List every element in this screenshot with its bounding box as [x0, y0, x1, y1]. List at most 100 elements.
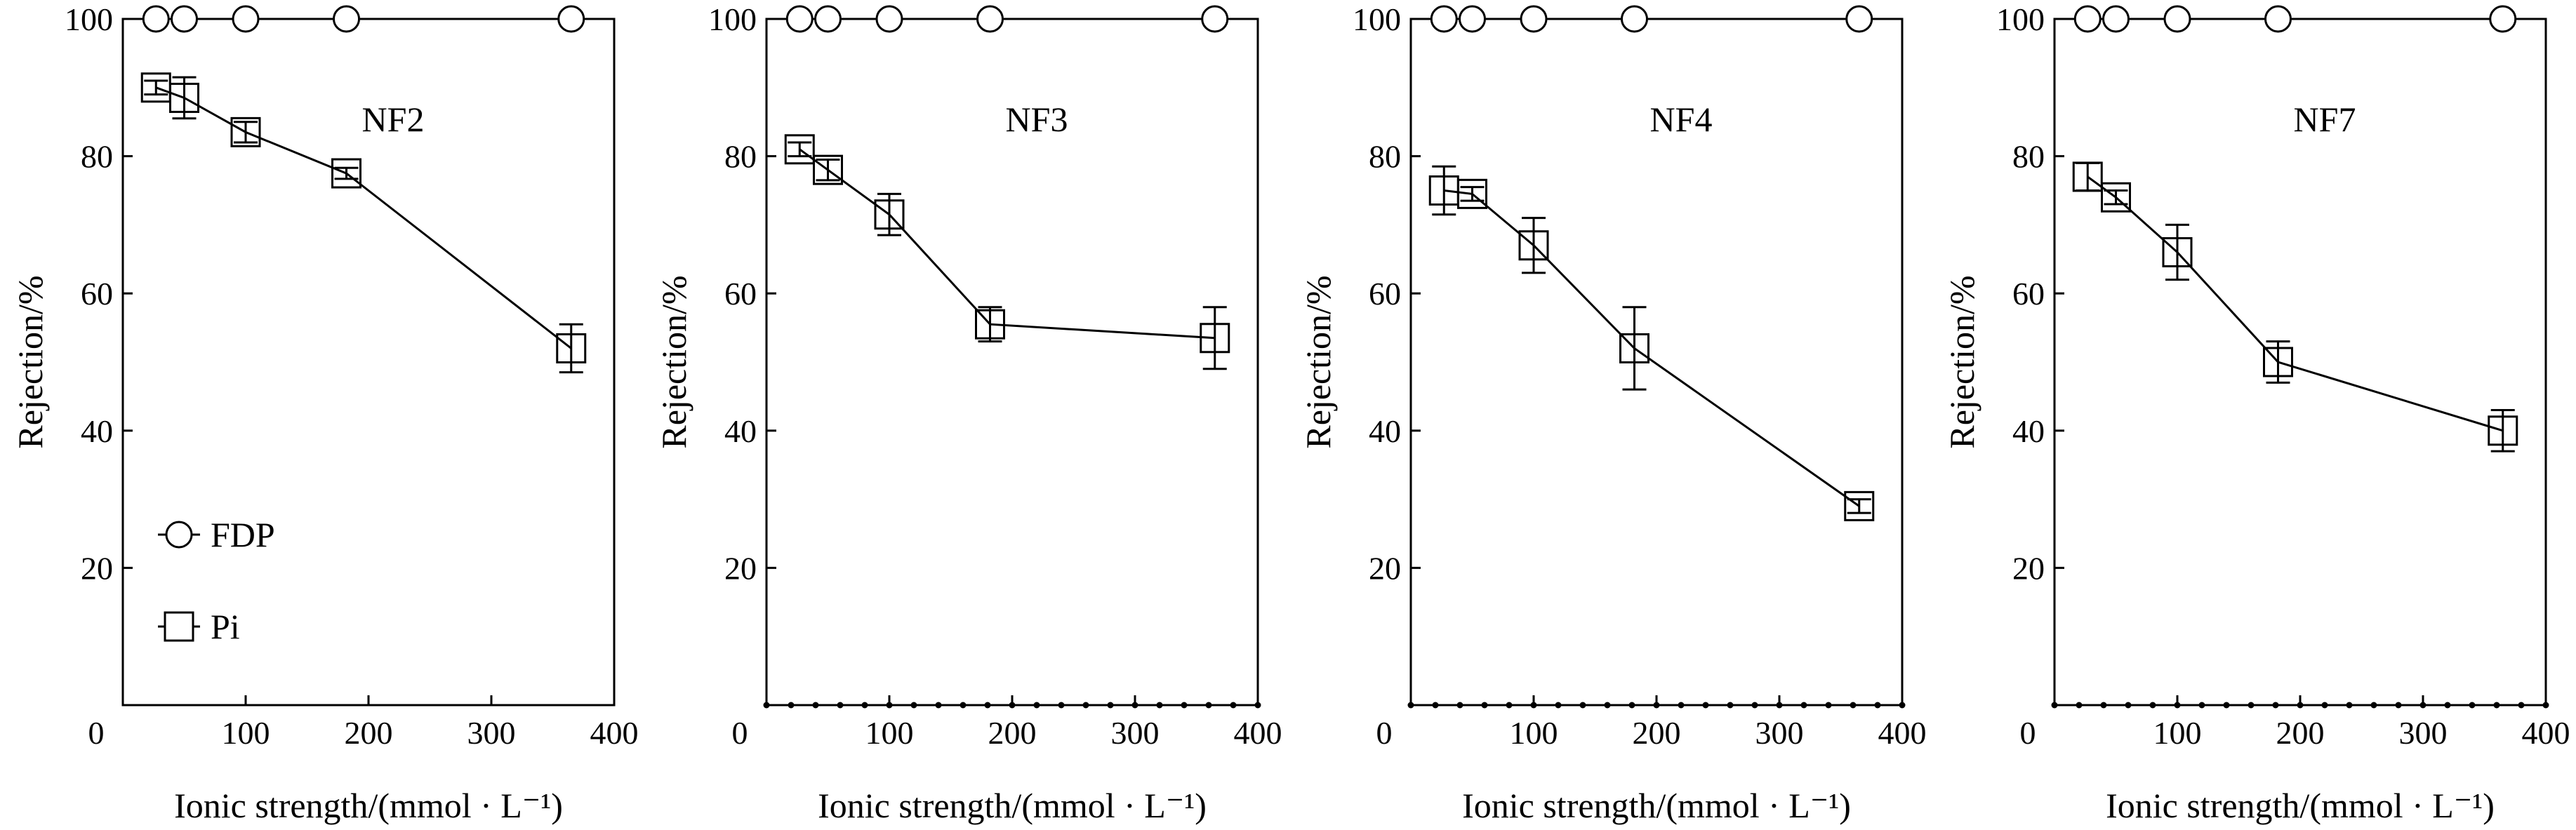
x-tick-label: 200: [1633, 715, 1681, 751]
chart-panel-nf4: 0 100 200 300 400 20 40 60 80 100 Ionic strength/(…: [1299, 1, 1927, 825]
data-point-pi: [1457, 178, 1487, 209]
baseline-dot: [1825, 702, 1832, 709]
x-tick-label: 200: [988, 715, 1037, 751]
y-tick-label: 60: [2012, 276, 2045, 312]
y-axis-title: Rejection/%: [11, 275, 50, 448]
baseline-dot: [812, 702, 819, 709]
panel-label: NF4: [1650, 100, 1713, 139]
baseline-dot: [2100, 702, 2107, 709]
y-tick-label: 100: [1996, 1, 2045, 37]
chart-panel-nf2: 0 100 200 300 400 20 40 60 80 100 Ionic strength/(…: [11, 1, 639, 825]
x-tick-label: 300: [467, 715, 516, 751]
baseline-dot: [1107, 702, 1114, 709]
x-tick-label: 400: [2522, 715, 2570, 751]
data-point-pi: [2263, 347, 2293, 377]
baseline-dot: [1653, 702, 1660, 709]
data-point-pi: [2072, 161, 2103, 192]
data-point-fdp: [333, 5, 360, 33]
baseline-dot: [2346, 702, 2353, 709]
data-point-pi: [1619, 333, 1649, 363]
y-tick-label: 40: [2012, 413, 2045, 449]
x-tick-label: 0: [1376, 715, 1393, 751]
y-tick-label: 100: [708, 1, 757, 37]
baseline-dot: [1579, 702, 1586, 709]
y-tick-label: 20: [1369, 550, 1401, 586]
chart-panel-nf3: 0 100 200 300 400 20 40 60 80 100 Ionic strength/(…: [654, 1, 1282, 825]
data-point-fdp: [1430, 5, 1458, 33]
baseline-dot: [1530, 702, 1537, 709]
baseline-dot: [1874, 702, 1881, 709]
baseline-dot: [2149, 702, 2156, 709]
data-point-fdp: [1621, 5, 1648, 33]
baseline-dot: [2125, 702, 2132, 709]
data-point-fdp: [976, 5, 1004, 33]
baseline-dot: [2272, 702, 2279, 709]
data-point-fdp: [2073, 5, 2102, 33]
y-tick-label: 80: [1369, 139, 1401, 175]
legend-label-fdp: FDP: [211, 515, 275, 554]
baseline-dot: [1678, 702, 1685, 709]
baseline-dot: [1254, 702, 1261, 709]
x-tick-label: 400: [1878, 715, 1927, 751]
y-tick-label: 80: [2012, 139, 2045, 175]
data-point-pi: [1518, 230, 1549, 261]
baseline-dot: [1481, 702, 1488, 709]
data-point-fdp: [875, 5, 903, 33]
baseline-dot: [984, 702, 991, 709]
baseline-dot: [2444, 702, 2451, 709]
baseline-dot: [2076, 702, 2083, 709]
y-tick-label: 40: [1369, 413, 1401, 449]
baseline-dot: [1205, 702, 1212, 709]
data-point-pi: [230, 116, 261, 147]
data-point-pi: [1844, 490, 1875, 521]
data-point-pi: [2488, 415, 2518, 446]
y-tick-label: 100: [65, 1, 113, 37]
data-point-fdp: [785, 5, 814, 33]
panel-label: NF7: [2294, 100, 2356, 139]
x-tick-label: 200: [2276, 715, 2325, 751]
x-tick-label: 0: [732, 715, 748, 751]
baseline-dot: [886, 702, 893, 709]
legend: FDP Pi: [158, 515, 275, 646]
y-tick-label: 100: [1353, 1, 1401, 37]
baseline-dot: [837, 702, 844, 709]
baseline-dot: [788, 702, 795, 709]
data-point-fdp: [1520, 5, 1548, 33]
y-axis-title: Rejection/%: [1299, 275, 1338, 448]
baseline-dot: [2223, 702, 2230, 709]
x-tick-label: 100: [2153, 715, 2202, 751]
x-tick-label: 400: [590, 715, 639, 751]
baseline-dot: [861, 702, 868, 709]
x-tick-label: 100: [1510, 715, 1558, 751]
baseline-dot: [1082, 702, 1089, 709]
x-tick-label: 200: [345, 715, 393, 751]
x-axis-title: Ionic strength/(mmol · L⁻¹): [1462, 786, 1851, 825]
panel-label: NF3: [1006, 100, 1068, 139]
series-line-pi: [1444, 189, 1860, 507]
baseline-dot: [1751, 702, 1758, 709]
y-axis-title: Rejection/%: [1942, 275, 1981, 448]
data-point-fdp: [2102, 5, 2130, 33]
baseline-dot: [960, 702, 967, 709]
x-tick-label: 300: [2399, 715, 2448, 751]
series-line-pi: [2087, 175, 2504, 432]
baseline-dot: [1506, 702, 1513, 709]
legend-marker-fdp: [165, 521, 193, 549]
baseline-dot: [1407, 702, 1414, 709]
legend-marker-pi: [164, 611, 194, 642]
y-tick-label: 40: [724, 413, 757, 449]
baseline-dot: [1850, 702, 1857, 709]
data-point-pi: [874, 199, 905, 230]
baseline-dot: [1181, 702, 1188, 709]
y-tick-label: 40: [81, 413, 113, 449]
baseline-dot: [2174, 702, 2181, 709]
baseline-dot: [2051, 702, 2058, 709]
x-tick-label: 100: [222, 715, 270, 751]
baseline-dot: [1156, 702, 1163, 709]
x-axis-title: Ionic strength/(mmol · L⁻¹): [818, 786, 1207, 825]
y-tick-label: 60: [1369, 276, 1401, 312]
data-point-fdp: [1459, 5, 1486, 33]
data-point-fdp: [1201, 5, 1229, 33]
baseline-dot: [2419, 702, 2426, 709]
